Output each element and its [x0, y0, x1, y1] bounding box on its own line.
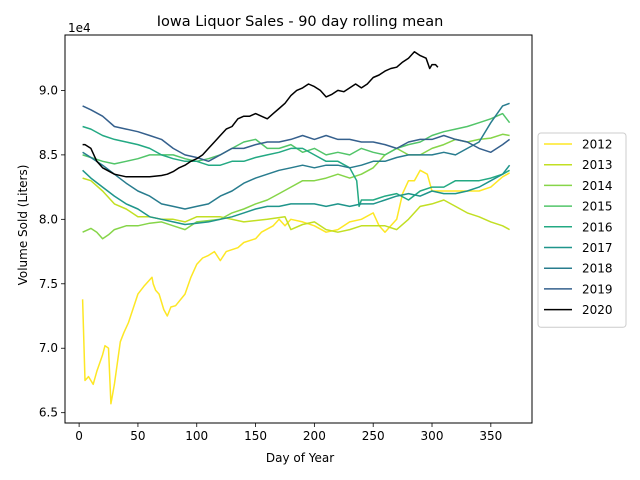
x-tick-label: 200: [303, 429, 326, 443]
x-tick-label: 150: [244, 429, 267, 443]
y-tick-label: 7.0: [39, 341, 58, 355]
plot-frame: [64, 34, 533, 424]
y-axis-label: Volume Sold (Liters): [16, 165, 30, 286]
x-tick-label: 0: [75, 429, 83, 443]
series-line-2019: [82, 105, 511, 163]
y-tick-label: 8.5: [39, 148, 58, 162]
x-tick-label: 300: [421, 429, 444, 443]
x-axis: 0 50 100 150 200 250 300 350: [75, 423, 502, 443]
legend-label-2012: 2012: [582, 138, 613, 152]
plot-area: [64, 34, 533, 424]
chart-title: Iowa Liquor Sales - 90 day rolling mean: [157, 14, 444, 30]
x-tick-label: 350: [479, 429, 502, 443]
legend-label-2016: 2016: [582, 220, 613, 234]
y-tick-label: 7.5: [39, 277, 58, 291]
legend-label-2018: 2018: [582, 262, 613, 276]
legend-label-2014: 2014: [582, 179, 613, 193]
x-tick-label: 100: [185, 429, 208, 443]
legend-label-2013: 2013: [582, 158, 613, 172]
y-offset-text: 1e4: [68, 21, 91, 35]
series-line-2020: [82, 51, 439, 178]
x-tick-label: 250: [362, 429, 385, 443]
x-axis-label: Day of Year: [266, 451, 334, 465]
legend-label-2020: 2020: [582, 303, 613, 317]
series-line-2018: [82, 102, 510, 210]
legend: 2012 2013 2014 2015 2016 2017 2018 2019 2020: [537, 132, 627, 328]
series-line-2013: [82, 177, 510, 233]
y-tick-label: 6.5: [39, 406, 58, 420]
y-tick-label: 8.0: [39, 212, 58, 226]
series-line-2014: [82, 133, 510, 240]
legend-label-2015: 2015: [582, 200, 613, 214]
y-axis: 6.5 7.0 7.5 8.0 8.5 9.0: [39, 83, 65, 420]
series-line-2017: [82, 164, 511, 226]
series-line-2016: [82, 125, 510, 208]
series-line-2012: [81, 169, 510, 405]
legend-label-2019: 2019: [582, 282, 613, 296]
series-layer: [81, 51, 511, 405]
y-tick-label: 9.0: [39, 83, 58, 97]
legend-box: [537, 132, 627, 328]
x-tick-label: 50: [130, 429, 145, 443]
legend-label-2017: 2017: [582, 241, 613, 255]
